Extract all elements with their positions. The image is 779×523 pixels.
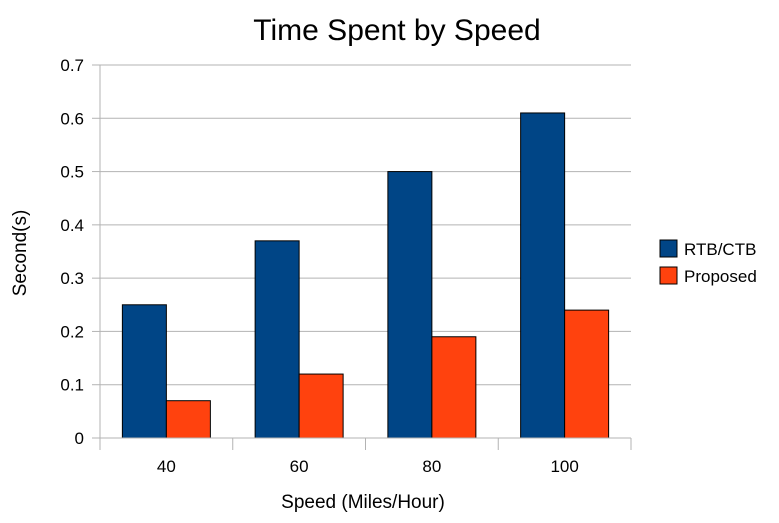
legend-swatch-proposed [659, 266, 678, 285]
x-tick-label-80: 80 [422, 457, 441, 476]
x-tick-label-60: 60 [290, 457, 309, 476]
y-axis-label: Second(s) [10, 210, 31, 297]
y-tick-labels: 0 0.1 0.2 0.3 0.4 0.5 0.6 0.7 [60, 56, 84, 448]
bar-proposed-80 [431, 336, 477, 439]
bar-proposed-100 [564, 309, 610, 439]
y-tick-label-7: 0.7 [60, 56, 84, 75]
y-tick-label-0: 0 [75, 429, 84, 448]
gridlines [100, 64, 631, 439]
bars [121, 112, 610, 439]
legend-swatch-rtb-ctb [659, 239, 678, 258]
y-tick-label-1: 0.1 [60, 376, 84, 395]
bar-proposed-40 [165, 400, 211, 439]
x-tick-label-100: 100 [550, 457, 578, 476]
y-tick-label-2: 0.2 [60, 322, 84, 341]
y-tick-label-4: 0.4 [60, 216, 84, 235]
x-tick-labels: 40 60 80 100 [157, 457, 579, 476]
bar-rtb-ctb-40 [121, 304, 167, 439]
chart-title: Time Spent by Speed [253, 14, 540, 47]
bar-proposed-60 [298, 373, 344, 439]
legend-label-rtb-ctb: RTB/CTB [684, 240, 756, 259]
x-axis-label: Speed (Miles/Hour) [281, 492, 445, 513]
x-tick-label-40: 40 [157, 457, 176, 476]
legend-label-proposed: Proposed [684, 267, 757, 286]
y-tick-label-5: 0.5 [60, 163, 84, 182]
y-tick-label-3: 0.3 [60, 269, 84, 288]
y-tick-label-6: 0.6 [60, 109, 84, 128]
axes [92, 64, 632, 450]
bar-rtb-ctb-80 [387, 171, 433, 439]
bar-rtb-ctb-60 [254, 240, 300, 439]
legend: RTB/CTB Proposed [659, 239, 757, 286]
bar-rtb-ctb-100 [520, 112, 566, 439]
